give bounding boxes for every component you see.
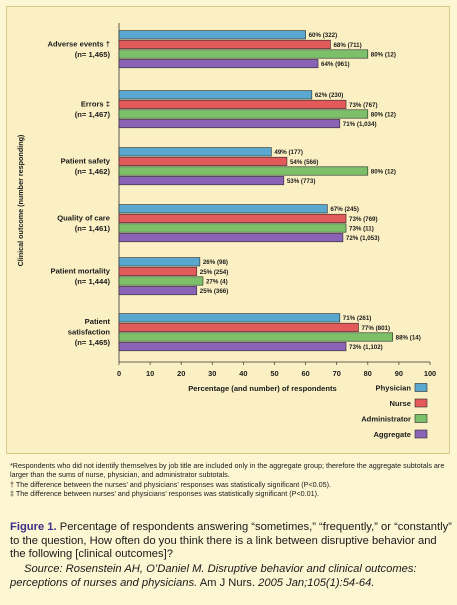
bar-value-label: 25% (254) — [200, 269, 229, 276]
legend-label: Administrator — [361, 415, 411, 424]
bar-value-label: 88% (14) — [396, 334, 421, 341]
source-volume: 2005 Jan;105(1):54-64. — [255, 576, 375, 589]
footnotes: *Respondents who did not identify themse… — [10, 461, 450, 499]
category-label: (n= 1,465) — [75, 338, 111, 347]
bar-nurse — [118, 39, 331, 49]
bar-nurse — [118, 322, 359, 332]
category-label: Errors ‡ — [81, 99, 110, 108]
bar-physician — [118, 257, 201, 267]
chart-panel: 0 10 20 30 40 50 60 70 80 90 100 Percentage (and nu… — [6, 6, 450, 454]
source-journal: Am J Nurs. — [197, 576, 256, 589]
y-axis-title: Clinical outcome (number responding) — [16, 134, 25, 266]
bar-value-label: 73% (11) — [349, 225, 374, 232]
bar-administrator — [118, 223, 347, 233]
bar-nurse — [118, 213, 347, 223]
bar-value-label: 64% (961) — [321, 61, 350, 68]
bar-value-label: 73% (769) — [349, 216, 378, 223]
category-label: Quality of care — [57, 213, 110, 222]
bar-administrator — [118, 332, 393, 342]
bar-chart: 0 10 20 30 40 50 60 70 80 90 100 Percentage (and nu… — [16, 23, 436, 439]
legend-swatch-aggregate — [414, 429, 428, 439]
bar-nurse — [118, 266, 198, 276]
x-tick-label: 70 — [333, 369, 341, 378]
bar-physician — [118, 30, 306, 40]
bar-nurse — [118, 99, 347, 109]
x-tick-label: 60 — [301, 369, 309, 378]
category-label: (n= 1,465) — [75, 50, 111, 59]
category-label: (n= 1,461) — [75, 224, 111, 233]
footnote-dagger: † The difference between the nurses’ and… — [10, 479, 332, 489]
figure-caption: Figure 1. Percentage of respondents answ… — [10, 521, 452, 562]
bar-aggregate — [118, 233, 344, 243]
legend-swatch-administrator — [414, 414, 428, 423]
bar-value-label: 72% (1,053) — [346, 235, 380, 242]
x-tick-label: 0 — [117, 369, 121, 378]
bar-physician — [118, 204, 328, 214]
bar-value-label: 73% (767) — [349, 102, 378, 109]
bar-aggregate — [118, 59, 319, 69]
footnote-double-dagger: ‡ The difference between nurses’ and phy… — [10, 489, 320, 499]
bar-administrator — [118, 166, 369, 176]
footnote-respondents: *Respondents who did not identify themse… — [10, 461, 445, 480]
category-label: Adverse events † — [48, 39, 110, 48]
bar-value-label: 60% (322) — [309, 32, 338, 39]
category-label: Patient — [85, 317, 111, 326]
bar-value-label: 71% (261) — [343, 315, 372, 322]
category-label: satisfaction — [68, 328, 111, 337]
source-citation: Source: Rosenstein AH, O’Daniel M. Disru… — [10, 563, 452, 590]
bar-aggregate — [118, 119, 341, 129]
category-label: Patient mortality — [51, 266, 111, 275]
bar-aggregate — [118, 342, 347, 352]
bar-value-label: 80% (12) — [371, 51, 396, 58]
category-label: Patient safety — [61, 156, 111, 165]
x-tick-label: 10 — [146, 369, 154, 378]
bar-value-label: 62% (230) — [315, 92, 344, 99]
legend-label: Physician — [376, 384, 412, 393]
bar-administrator — [118, 276, 204, 286]
x-tick-label: 90 — [395, 369, 403, 378]
bar-value-label: 71% (1,034) — [343, 121, 377, 128]
figure-label: Figure 1. — [10, 521, 57, 533]
source-authors-title: Source: Rosenstein AH, O’Daniel M. Disru… — [10, 563, 417, 589]
bar-value-label: 27% (4) — [206, 278, 228, 285]
x-tick-label: 50 — [270, 369, 278, 378]
legend-swatch-nurse — [414, 398, 428, 408]
bar-value-label: 80% (12) — [371, 111, 396, 118]
bar-administrator — [118, 49, 369, 59]
bar-value-label: 53% (773) — [287, 178, 316, 185]
bar-value-label: 80% (12) — [371, 168, 396, 175]
caption-text: Percentage of respondents answering “som… — [10, 521, 452, 561]
category-label: (n= 1,444) — [75, 277, 111, 286]
legend-label: Aggregate — [373, 430, 411, 439]
x-tick-label: 20 — [177, 369, 185, 378]
bar-nurse — [118, 156, 288, 166]
bar-physician — [118, 90, 313, 100]
x-tick-label: 100 — [424, 369, 436, 378]
x-tick-label: 30 — [208, 369, 216, 378]
bar-value-label: 54% (566) — [290, 159, 319, 166]
bar-value-label: 25% (366) — [200, 288, 229, 295]
bar-physician — [118, 147, 272, 157]
legend-swatch-physician — [414, 383, 428, 392]
bar-value-label: 26% (98) — [203, 259, 228, 266]
bar-administrator — [118, 109, 369, 119]
bar-value-label: 67% (245) — [330, 206, 359, 213]
bar-aggregate — [118, 176, 285, 186]
bar-value-label: 77% (801) — [361, 325, 390, 332]
x-tick-label: 40 — [239, 369, 247, 378]
legend-label: Nurse — [389, 399, 411, 408]
bar-value-label: 73% (1,102) — [349, 344, 383, 351]
bar-value-label: 49% (177) — [274, 149, 303, 156]
bar-aggregate — [118, 286, 198, 296]
category-label: (n= 1,462) — [75, 167, 111, 176]
bar-value-label: 68% (711) — [333, 42, 361, 49]
category-label: (n= 1,467) — [75, 110, 111, 119]
bar-physician — [118, 313, 341, 323]
x-tick-label: 80 — [364, 369, 372, 378]
x-axis-title: Percentage (and number) of respondents — [188, 384, 337, 393]
